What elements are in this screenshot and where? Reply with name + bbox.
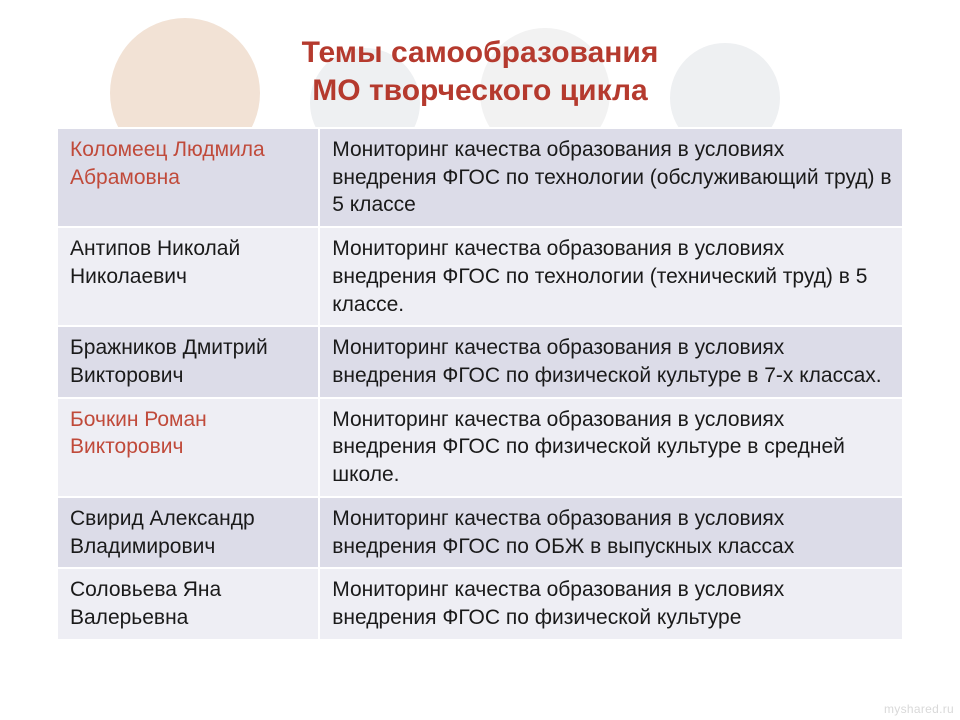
topic-text: Мониторинг качества образования в услови… bbox=[319, 497, 903, 568]
teacher-name: Бочкин Роман Викторович bbox=[57, 398, 319, 497]
table-row: Соловьева Яна ВалерьевнаМониторинг качес… bbox=[57, 568, 903, 639]
table-row: Антипов Николай НиколаевичМониторинг кач… bbox=[57, 227, 903, 326]
table-row: Свирид Александр ВладимировичМониторинг … bbox=[57, 497, 903, 568]
slide-content: Темы самообразования МО творческого цикл… bbox=[0, 0, 960, 641]
teacher-name: Антипов Николай Николаевич bbox=[57, 227, 319, 326]
topic-text: Мониторинг качества образования в услови… bbox=[319, 568, 903, 639]
topics-table-body: Коломеец Людмила АбрамовнаМониторинг кач… bbox=[57, 128, 903, 640]
topic-text: Мониторинг качества образования в услови… bbox=[319, 326, 903, 397]
teacher-name: Бражников Дмитрий Викторович bbox=[57, 326, 319, 397]
teacher-name: Свирид Александр Владимирович bbox=[57, 497, 319, 568]
topic-text: Мониторинг качества образования в услови… bbox=[319, 227, 903, 326]
title-line-1: Темы самообразования bbox=[302, 36, 659, 69]
teacher-name: Коломеец Людмила Абрамовна bbox=[57, 128, 319, 227]
table-row: Бочкин Роман ВикторовичМониторинг качест… bbox=[57, 398, 903, 497]
topics-table: Коломеец Людмила АбрамовнаМониторинг кач… bbox=[56, 127, 904, 641]
title-line-2: МО творческого цикла bbox=[312, 74, 647, 107]
slide-title: Темы самообразования МО творческого цикл… bbox=[56, 34, 904, 109]
table-row: Бражников Дмитрий ВикторовичМониторинг к… bbox=[57, 326, 903, 397]
teacher-name: Соловьева Яна Валерьевна bbox=[57, 568, 319, 639]
topic-text: Мониторинг качества образования в услови… bbox=[319, 128, 903, 227]
watermark: myshared.ru bbox=[884, 702, 954, 716]
topic-text: Мониторинг качества образования в услови… bbox=[319, 398, 903, 497]
table-row: Коломеец Людмила АбрамовнаМониторинг кач… bbox=[57, 128, 903, 227]
